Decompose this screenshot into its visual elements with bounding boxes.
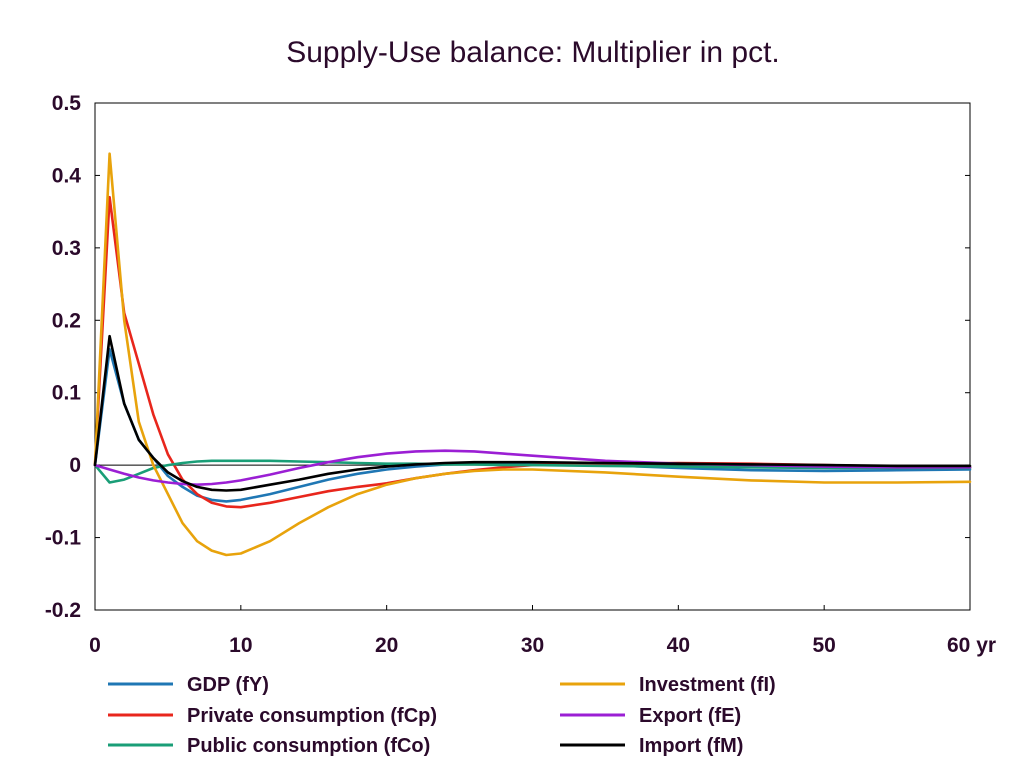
y-tick-label: 0.5 — [52, 92, 82, 115]
x-tick-label: 60 yr — [947, 634, 996, 657]
legend-label: GDP (fY) — [187, 674, 269, 696]
chart-title: Supply-Use balance: Multiplier in pct. — [286, 36, 780, 69]
series-line-1 — [93, 347, 972, 503]
legend: GDP (fY) Private consumption (fCp) Public … — [108, 674, 776, 757]
x-tick-label: 20 — [375, 634, 398, 657]
plot-area: -0.2 -0.1 0 0.1 0.2 0.3 0.4 0.5 0 10 20 30 40 50 60 yr — [45, 92, 996, 657]
legend-label: Import (fM) — [639, 735, 743, 757]
y-tick-label: 0.4 — [52, 164, 82, 187]
series-line-6 — [93, 334, 972, 492]
y-tick-label: 0 — [69, 454, 81, 477]
y-tick-label: -0.2 — [45, 599, 81, 622]
y-tick-label: -0.1 — [45, 527, 82, 550]
x-tick-label: 40 — [667, 634, 690, 657]
x-tick-label: 10 — [229, 634, 252, 657]
y-tick-label: 0.3 — [52, 237, 81, 260]
y-tick-label: 0.1 — [52, 382, 82, 405]
series-line-5 — [93, 449, 972, 487]
x-tick-label: 0 — [89, 634, 101, 657]
series-line-4 — [93, 152, 972, 557]
legend-label: Export (fE) — [639, 705, 741, 727]
plot-frame — [94, 102, 971, 611]
legend-label: Public consumption (fCo) — [187, 735, 430, 757]
x-tick-label: 30 — [521, 634, 544, 657]
y-tick-label: 0.2 — [52, 309, 81, 332]
legend-label: Private consumption (fCp) — [187, 705, 437, 727]
x-tick-label: 50 — [812, 634, 835, 657]
legend-label: Investment (fI) — [639, 674, 776, 696]
